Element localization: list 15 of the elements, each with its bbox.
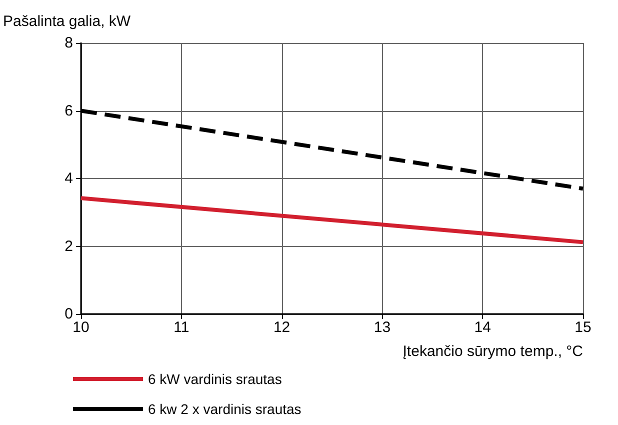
y-tick-label: 2 bbox=[64, 238, 73, 255]
y-tick-label: 0 bbox=[64, 306, 73, 322]
x-tick-label: 15 bbox=[574, 319, 592, 336]
x-axis-title: Įtekančio sūrymo temp., °C bbox=[402, 343, 584, 360]
legend-label: 6 kW vardinis srautas bbox=[148, 371, 282, 387]
y-tick-label: 4 bbox=[64, 170, 73, 187]
x-tick-label: 14 bbox=[474, 319, 491, 336]
x-tick-label: 13 bbox=[374, 319, 391, 336]
y-axis-title: Pašalinta galia, kW bbox=[3, 13, 132, 30]
x-tick-label: 11 bbox=[174, 319, 190, 336]
x-tick-label: 12 bbox=[273, 319, 290, 336]
y-tick-label: 6 bbox=[64, 102, 73, 120]
x-tick-label: 10 bbox=[72, 319, 90, 336]
y-tick-label: 8 bbox=[64, 34, 73, 52]
legend-label: 6 kw 2 x vardinis srautas bbox=[148, 401, 302, 417]
